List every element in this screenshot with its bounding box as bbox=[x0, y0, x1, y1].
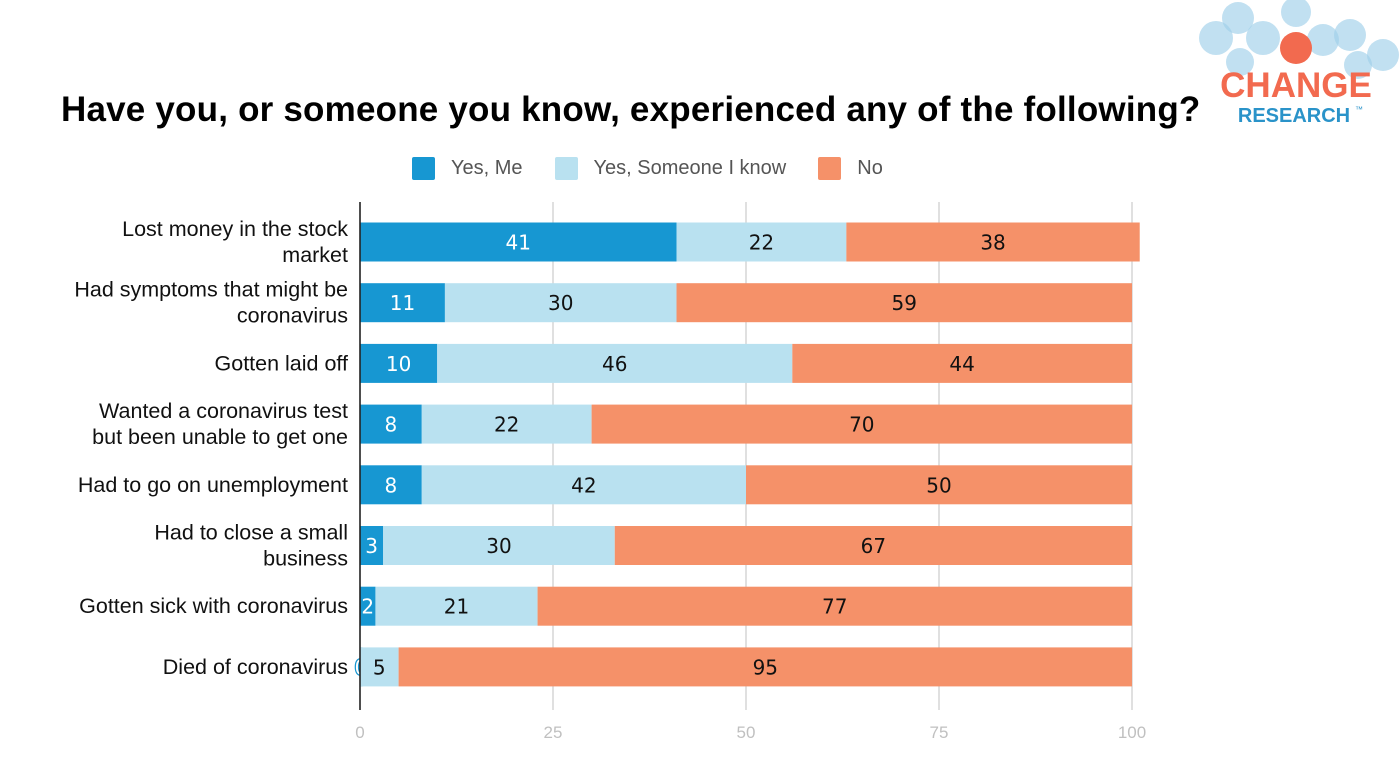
data-label-5-1: 30 bbox=[486, 534, 511, 558]
legend-swatch-no bbox=[818, 156, 842, 180]
data-label-2-0: 10 bbox=[386, 352, 411, 376]
bar-row-7: 0595 bbox=[353, 647, 1133, 687]
chart-title: Have you, or someone you know, experienc… bbox=[61, 90, 1201, 129]
bar-segment-3-1 bbox=[421, 404, 592, 444]
legend-label-yes-me: Yes, Me bbox=[451, 156, 523, 179]
data-label-2-2: 44 bbox=[949, 352, 974, 376]
data-label-2-1: 46 bbox=[602, 352, 627, 376]
bar-row-3: 8 22 70 bbox=[360, 404, 1132, 444]
bar-segment-2-0 bbox=[360, 343, 438, 383]
bar-segment-6-2 bbox=[537, 586, 1132, 626]
data-label-0-2: 38 bbox=[980, 231, 1005, 255]
bar-segment-4-1 bbox=[421, 465, 746, 505]
x-axis-ticks: 0 25 50 75 100 bbox=[355, 723, 1146, 742]
legend-item-no[interactable]: No bbox=[818, 156, 883, 180]
data-label-3-0: 8 bbox=[385, 413, 398, 437]
x-tick-label-0: 0 bbox=[355, 723, 364, 742]
bar-segment-1-2 bbox=[676, 283, 1132, 323]
category-label-1-0: Had symptoms that might be bbox=[74, 278, 348, 302]
data-label-7-2: 95 bbox=[753, 655, 778, 679]
bars: 4122381130591046448227084250330672217705… bbox=[353, 222, 1140, 687]
x-tick-label-100: 100 bbox=[1118, 723, 1146, 742]
data-label-3-2: 70 bbox=[849, 413, 874, 437]
logo-dot-icon bbox=[1280, 32, 1312, 64]
logo-trademark: ™ bbox=[1355, 105, 1363, 114]
category-label-0-0: Lost money in the stock bbox=[122, 217, 348, 241]
data-label-1-2: 59 bbox=[892, 291, 917, 315]
bar-row-2: 10 46 44 bbox=[360, 343, 1132, 383]
category-label-3-0: Wanted a coronavirus test bbox=[99, 399, 348, 423]
data-label-5-0: 3 bbox=[365, 534, 378, 558]
bar-segment-0-0 bbox=[360, 222, 677, 262]
data-label-4-2: 50 bbox=[926, 473, 951, 497]
bar-segment-3-2 bbox=[591, 404, 1132, 444]
bar-segment-1-0 bbox=[360, 283, 445, 323]
bar-row-6: 2 21 77 bbox=[360, 586, 1132, 626]
logo-bubbles-icon bbox=[1199, 0, 1399, 79]
bar-segment-7-1 bbox=[360, 647, 399, 687]
data-label-6-1: 21 bbox=[444, 595, 469, 619]
gridlines bbox=[552, 202, 1133, 710]
bar-row-1: 11 30 59 bbox=[360, 283, 1132, 323]
legend-label-yes-someone: Yes, Someone I know bbox=[593, 156, 787, 179]
legend-label-no: No bbox=[857, 156, 883, 179]
legend-swatch-yes-someone bbox=[554, 156, 578, 180]
data-label-6-0: 2 bbox=[361, 595, 374, 619]
bar-segment-6-0 bbox=[360, 586, 376, 626]
data-label-3-1: 22 bbox=[494, 413, 519, 437]
category-label-5-0: Had to close a small bbox=[154, 521, 348, 545]
data-label-6-2: 77 bbox=[822, 595, 847, 619]
bar-segment-1-1 bbox=[444, 283, 677, 323]
data-label-4-1: 42 bbox=[571, 473, 596, 497]
category-label-7-0: Died of coronavirus bbox=[163, 655, 348, 679]
bar-segment-0-2 bbox=[846, 222, 1140, 262]
category-label-0-1: market bbox=[282, 243, 348, 267]
x-tick-label-25: 25 bbox=[544, 723, 563, 742]
bar-segment-0-1 bbox=[676, 222, 847, 262]
data-label-5-2: 67 bbox=[861, 534, 886, 558]
x-tick-label-50: 50 bbox=[737, 723, 756, 742]
category-label-2-0: Gotten laid off bbox=[215, 351, 348, 375]
legend-item-yes-someone[interactable]: Yes, Someone I know bbox=[554, 156, 787, 180]
legend-item-yes-me[interactable]: Yes, Me bbox=[412, 156, 523, 180]
data-label-7-1: 5 bbox=[373, 655, 386, 679]
legend-swatch-yes-me bbox=[412, 156, 435, 180]
data-label-4-0: 8 bbox=[385, 473, 398, 497]
change-research-logo: CHANGE RESEARCH ™ bbox=[1199, 0, 1399, 127]
logo-line1: CHANGE bbox=[1220, 66, 1372, 105]
bar-segment-3-0 bbox=[360, 404, 422, 444]
bar-row-4: 8 42 50 bbox=[360, 465, 1132, 505]
bar-row-0: 41 22 38 bbox=[360, 222, 1140, 262]
bar-segment-5-2 bbox=[614, 526, 1132, 565]
category-label-1-1: coronavirus bbox=[237, 304, 348, 328]
bar-segment-7-2 bbox=[398, 647, 1133, 687]
bar-segment-6-1 bbox=[375, 586, 538, 626]
data-label-1-1: 30 bbox=[548, 291, 573, 315]
bar-segment-4-2 bbox=[746, 465, 1132, 505]
category-label-5-1: business bbox=[263, 547, 348, 571]
data-label-0-0: 41 bbox=[506, 231, 531, 255]
bar-segment-2-2 bbox=[792, 343, 1132, 383]
logo-line2: RESEARCH bbox=[1238, 105, 1350, 127]
bar-segment-5-0 bbox=[360, 526, 384, 565]
data-label-0-1: 22 bbox=[749, 231, 774, 255]
bar-segment-2-1 bbox=[437, 343, 793, 383]
data-label-1-0: 11 bbox=[390, 291, 415, 315]
category-label-6-0: Gotten sick with coronavirus bbox=[79, 594, 348, 618]
category-label-4-0: Had to go on unemployment bbox=[78, 473, 348, 497]
category-label-3-1: but been unable to get one bbox=[92, 425, 348, 449]
legend: Yes, Me Yes, Someone I know No bbox=[412, 155, 915, 181]
bar-row-5: 3 30 67 bbox=[360, 526, 1132, 565]
x-tick-label-75: 75 bbox=[930, 723, 949, 742]
bar-segment-5-1 bbox=[383, 526, 615, 565]
bar-segment-4-0 bbox=[360, 465, 422, 505]
